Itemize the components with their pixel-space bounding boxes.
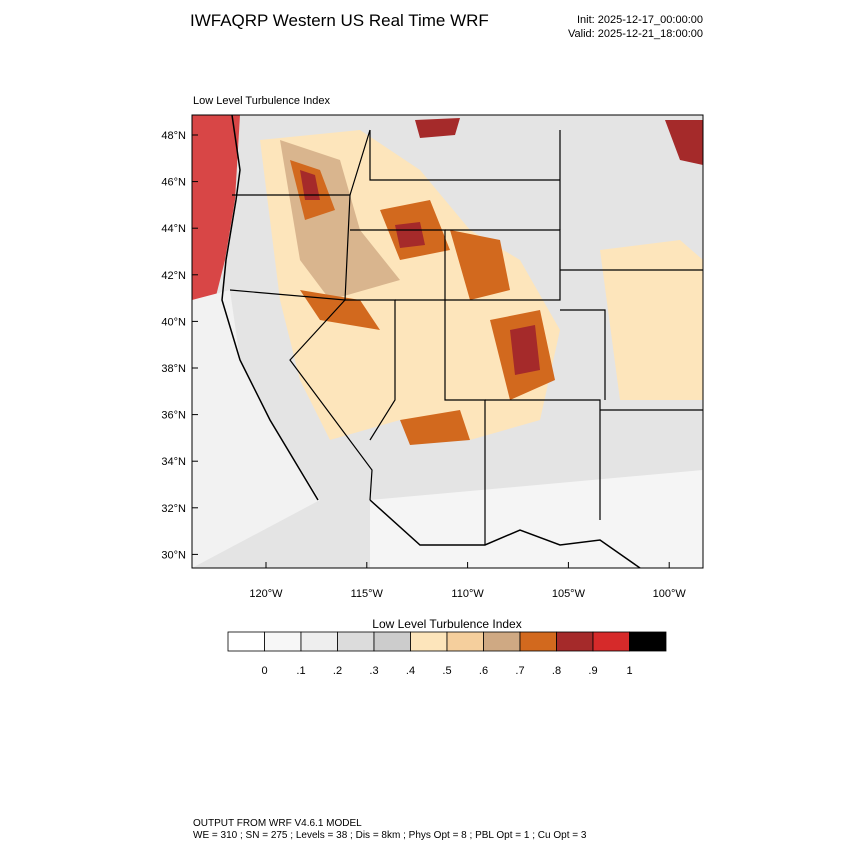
- lat-label: 36°N: [161, 410, 186, 422]
- colorbar-box: [519, 631, 557, 652]
- colorbar-label: .3: [369, 665, 378, 677]
- colorbar-title: Low Level Turbulence Index: [372, 617, 521, 631]
- colorbar-label: 1: [626, 665, 632, 677]
- colorbar-box: [300, 631, 338, 652]
- colorbar-label: .1: [296, 665, 305, 677]
- colorbar: 0 .1 .2 .3 .4 .5 .6 .7 .8 .9 1: [227, 631, 667, 677]
- colorbar-box: [337, 631, 375, 652]
- lon-label: 100°W: [653, 588, 687, 600]
- lon-label: 120°W: [249, 588, 283, 600]
- lat-label: 30°N: [161, 549, 186, 561]
- colorbar-box: [446, 631, 484, 652]
- lon-label: 110°W: [451, 588, 484, 600]
- colorbar-label: .7: [515, 665, 524, 677]
- lat-label: 40°N: [161, 316, 186, 328]
- lat-label: 48°N: [161, 130, 186, 142]
- title: IWFAQRP Western US Real Time WRF: [190, 11, 489, 30]
- lon-label: 105°W: [552, 588, 586, 600]
- lat-label: 32°N: [161, 503, 186, 515]
- colorbar-box: [227, 631, 265, 652]
- lat-label: 46°N: [161, 177, 186, 189]
- colorbar-box: [373, 631, 411, 652]
- latitude-labels: 48°N 46°N 44°N 42°N 40°N 38°N 36°N 34°N 32°N 30°N: [161, 130, 198, 561]
- lat-label: 42°N: [161, 270, 186, 282]
- lat-label: 38°N: [161, 363, 186, 375]
- colorbar-label: .8: [552, 665, 561, 677]
- field-title: Low Level Turbulence Index: [193, 95, 330, 107]
- valid-time: Valid: 2025-12-21_18:00:00: [568, 28, 703, 40]
- colorbar-label: 0: [261, 665, 267, 677]
- colorbar-box: [410, 631, 448, 652]
- lat-label: 44°N: [161, 223, 186, 235]
- colorbar-box: [264, 631, 302, 652]
- colorbar-label: .5: [442, 665, 451, 677]
- longitude-labels: 120°W 115°W 110°W 105°W 100°W: [249, 562, 686, 600]
- colorbar-box: [483, 631, 521, 652]
- colorbar-box: [629, 631, 667, 652]
- colorbar-label: .6: [479, 665, 488, 677]
- init-time: Init: 2025-12-17_00:00:00: [577, 14, 703, 26]
- lon-label: 115°W: [351, 588, 384, 600]
- map: 48°N 46°N 44°N 42°N 40°N 38°N 36°N 34°N 32°N 30°N…: [161, 114, 704, 600]
- footer-line: WE = 310 ; SN = 275 ; Levels = 38 ; Dis …: [193, 830, 587, 841]
- colorbar-box: [592, 631, 630, 652]
- colorbar-label: .2: [333, 665, 342, 677]
- colorbar-label: .4: [406, 665, 415, 677]
- colorbar-label: .9: [588, 665, 597, 677]
- colorbar-box: [556, 631, 594, 652]
- lat-label: 34°N: [161, 456, 186, 468]
- footer-line: OUTPUT FROM WRF V4.6.1 MODEL: [193, 818, 362, 829]
